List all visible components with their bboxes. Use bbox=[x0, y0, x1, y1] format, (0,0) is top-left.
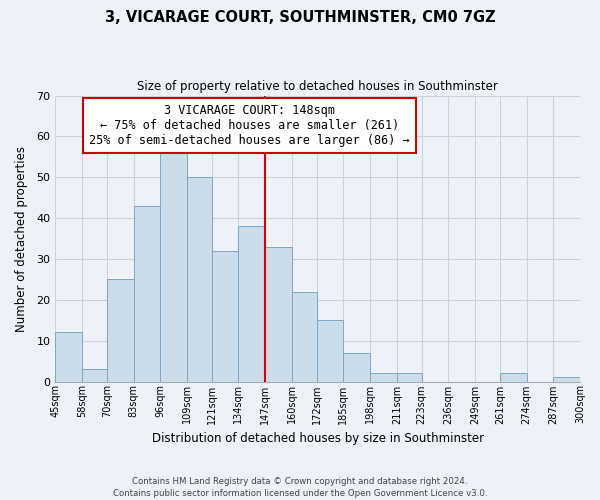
Bar bbox=[107, 280, 134, 382]
Bar bbox=[317, 320, 343, 382]
Bar bbox=[553, 378, 580, 382]
Bar bbox=[82, 370, 107, 382]
Bar bbox=[187, 178, 212, 382]
Text: Contains HM Land Registry data © Crown copyright and database right 2024.
Contai: Contains HM Land Registry data © Crown c… bbox=[113, 476, 487, 498]
Bar bbox=[212, 251, 238, 382]
Bar bbox=[238, 226, 265, 382]
X-axis label: Distribution of detached houses by size in Southminster: Distribution of detached houses by size … bbox=[152, 432, 484, 445]
Bar bbox=[397, 374, 422, 382]
Text: 3, VICARAGE COURT, SOUTHMINSTER, CM0 7GZ: 3, VICARAGE COURT, SOUTHMINSTER, CM0 7GZ bbox=[104, 10, 496, 25]
Bar bbox=[55, 332, 82, 382]
Text: 3 VICARAGE COURT: 148sqm
← 75% of detached houses are smaller (261)
25% of semi-: 3 VICARAGE COURT: 148sqm ← 75% of detach… bbox=[89, 104, 410, 147]
Bar bbox=[265, 246, 292, 382]
Title: Size of property relative to detached houses in Southminster: Size of property relative to detached ho… bbox=[137, 80, 498, 93]
Bar bbox=[370, 374, 397, 382]
Bar bbox=[292, 292, 317, 382]
Bar bbox=[134, 206, 160, 382]
Bar bbox=[343, 353, 370, 382]
Y-axis label: Number of detached properties: Number of detached properties bbox=[15, 146, 28, 332]
Bar bbox=[160, 144, 187, 382]
Bar bbox=[500, 374, 527, 382]
